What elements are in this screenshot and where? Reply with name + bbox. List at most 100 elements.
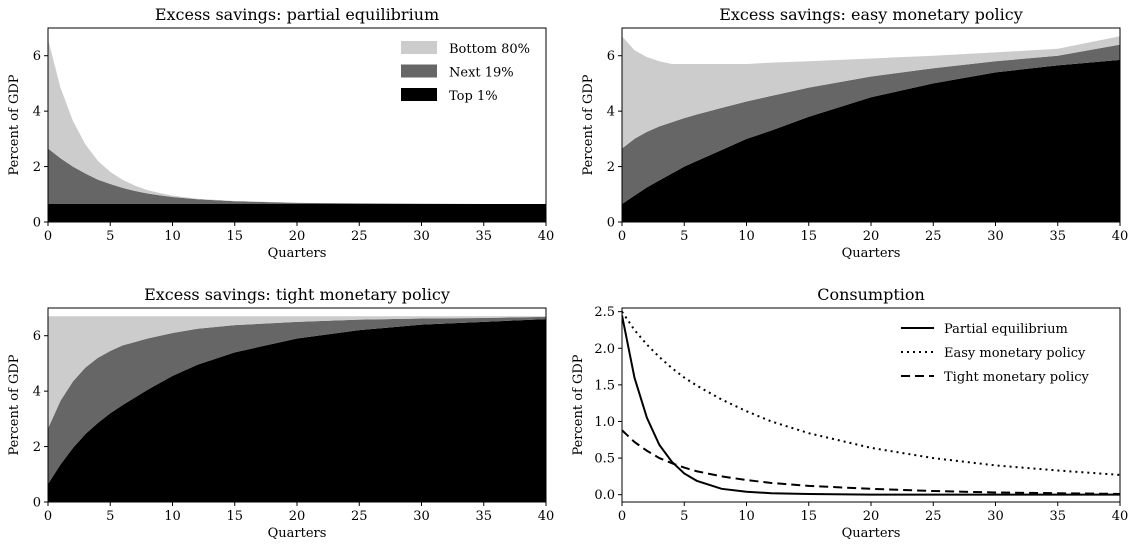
legend-item: Easy monetary policy (901, 346, 1086, 361)
x-tick-label: 35 (475, 229, 492, 244)
x-tick-label: 0 (618, 229, 626, 244)
x-axis-label: Quarters (268, 526, 327, 541)
legend-label: Next 19% (449, 66, 514, 81)
chart-title: Excess savings: tight monetary policy (144, 285, 450, 304)
legend-label: Tight monetary policy (944, 370, 1090, 385)
y-tick-label: 6 (33, 329, 41, 344)
x-tick-label: 20 (289, 509, 306, 524)
x-tick-label: 40 (1112, 509, 1129, 524)
y-tick-label: 0 (33, 216, 41, 231)
y-tick-label: 1.0 (594, 415, 615, 430)
legend-label: Top 1% (449, 89, 498, 104)
plot-area (48, 39, 546, 222)
legend-label: Easy monetary policy (944, 346, 1086, 361)
x-tick-label: 30 (987, 509, 1004, 524)
x-tick-label: 30 (413, 509, 430, 524)
x-tick-label: 25 (351, 509, 368, 524)
x-tick-label: 20 (289, 229, 306, 244)
y-tick-label: 6 (607, 49, 615, 64)
y-tick-label: 4 (607, 105, 615, 120)
x-tick-label: 25 (925, 509, 942, 524)
x-tick-label: 40 (1112, 229, 1129, 244)
area-next-19 (622, 44, 1120, 204)
legend-item: Next 19% (401, 64, 514, 81)
y-tick-label: 2.5 (594, 305, 615, 320)
chart-title: Consumption (817, 285, 925, 304)
y-tick-label: 0 (33, 496, 41, 511)
plot-area (622, 36, 1120, 222)
legend-item: Top 1% (401, 88, 498, 104)
legend-swatch (401, 64, 437, 78)
y-tick-label: 0 (607, 216, 615, 231)
y-tick-label: 6 (33, 49, 41, 64)
x-tick-label: 5 (106, 509, 114, 524)
area-top-1 (48, 203, 546, 222)
y-tick-label: 2 (607, 160, 615, 175)
x-tick-label: 30 (413, 229, 430, 244)
y-axis-label: Percent of GDP (7, 354, 22, 455)
x-tick-label: 15 (800, 509, 817, 524)
line-tight-monetary-policy (622, 429, 1120, 495)
area-next-19 (48, 316, 546, 484)
area-next-19 (48, 148, 546, 204)
x-tick-label: 0 (44, 229, 52, 244)
x-axis-label: Quarters (842, 526, 901, 541)
legend-item: Bottom 80% (401, 41, 530, 57)
legend: Partial equilibrium Easy monetary policy T… (901, 322, 1090, 385)
area-bottom-80 (622, 36, 1120, 149)
area-bottom-80 (48, 316, 546, 429)
chart-title: Excess savings: easy monetary policy (719, 5, 1023, 24)
plot-area (622, 311, 1120, 496)
x-tick-label: 35 (475, 509, 492, 524)
y-tick-label: 2 (33, 160, 41, 175)
x-tick-label: 40 (538, 229, 555, 244)
x-tick-label: 30 (987, 229, 1004, 244)
x-tick-label: 5 (680, 509, 688, 524)
legend-label: Partial equilibrium (944, 322, 1068, 337)
y-tick-label: 0.0 (594, 488, 615, 503)
x-tick-label: 10 (164, 509, 181, 524)
chart-title: Excess savings: partial equilibrium (155, 5, 439, 24)
x-tick-label: 10 (164, 229, 181, 244)
partial-equilibrium-chart: 0 5 10 15 20 25 30 35 40 0 2 4 6 Excess savings: part… (7, 5, 554, 261)
x-tick-label: 35 (1049, 229, 1066, 244)
area-top-1 (48, 319, 546, 502)
y-tick-label: 4 (33, 385, 41, 400)
x-tick-label: 40 (538, 509, 555, 524)
easy-monetary-policy-chart: 0 5 10 15 20 25 30 35 40 0 2 4 6 Excess savings: easy… (581, 5, 1128, 261)
consumption-chart: 0 5 10 15 20 25 30 35 40 0.0 0.5 1.0 1.5 2.0 2.5 Consum… (571, 285, 1128, 541)
x-tick-label: 10 (738, 229, 755, 244)
tight-monetary-policy-chart: 0 5 10 15 20 25 30 35 40 0 2 4 6 Excess savings: tigh… (7, 285, 554, 541)
x-tick-label: 0 (44, 509, 52, 524)
x-tick-label: 5 (106, 229, 114, 244)
x-tick-label: 15 (800, 229, 817, 244)
x-axis-label: Quarters (842, 246, 901, 261)
y-tick-label: 2 (33, 440, 41, 455)
y-axis-label: Percent of GDP (581, 74, 596, 175)
y-tick-label: 2.0 (594, 342, 615, 357)
legend-swatch (401, 41, 437, 54)
plot-area (48, 316, 546, 502)
y-axis-label: Percent of GDP (571, 354, 586, 455)
axes-frame (621, 307, 1121, 503)
area-top-1 (622, 59, 1120, 222)
x-tick-label: 25 (351, 229, 368, 244)
legend-swatch (401, 88, 437, 101)
line-partial-equilibrium (622, 315, 1120, 496)
x-tick-label: 20 (863, 229, 880, 244)
x-tick-label: 20 (863, 509, 880, 524)
y-tick-label: 4 (33, 105, 41, 120)
y-axis-label: Percent of GDP (7, 74, 22, 175)
y-tick-label: 1.5 (594, 378, 615, 393)
x-tick-label: 35 (1049, 509, 1066, 524)
legend-item: Tight monetary policy (901, 370, 1090, 385)
x-tick-label: 25 (925, 229, 942, 244)
x-tick-label: 15 (226, 229, 243, 244)
x-tick-label: 10 (738, 509, 755, 524)
x-axis-label: Quarters (268, 246, 327, 261)
legend-label: Bottom 80% (449, 42, 530, 57)
x-tick-label: 15 (226, 509, 243, 524)
legend-item: Partial equilibrium (901, 322, 1068, 337)
legend: Bottom 80% Next 19% Top 1% (401, 41, 530, 104)
